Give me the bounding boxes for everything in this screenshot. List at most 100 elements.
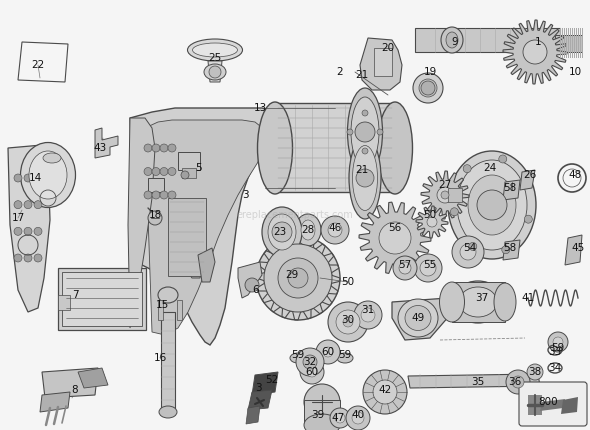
Ellipse shape xyxy=(337,353,353,363)
Polygon shape xyxy=(128,118,155,328)
Circle shape xyxy=(34,201,42,209)
Circle shape xyxy=(160,191,168,199)
Polygon shape xyxy=(304,400,340,425)
Ellipse shape xyxy=(192,43,238,57)
Circle shape xyxy=(34,174,42,182)
Circle shape xyxy=(336,310,360,334)
Circle shape xyxy=(346,406,370,430)
Circle shape xyxy=(34,254,42,262)
Ellipse shape xyxy=(448,151,536,259)
Polygon shape xyxy=(208,61,222,82)
Circle shape xyxy=(354,301,382,329)
Circle shape xyxy=(362,110,368,116)
FancyBboxPatch shape xyxy=(519,382,587,426)
Circle shape xyxy=(288,268,308,288)
Circle shape xyxy=(330,408,350,428)
Ellipse shape xyxy=(452,281,504,323)
Circle shape xyxy=(477,190,507,220)
Text: 800: 800 xyxy=(538,397,558,407)
Circle shape xyxy=(335,413,345,423)
Bar xyxy=(178,152,200,170)
Ellipse shape xyxy=(378,102,412,194)
Text: 14: 14 xyxy=(28,173,42,183)
Bar xyxy=(168,198,206,276)
Polygon shape xyxy=(8,145,50,312)
Text: 54: 54 xyxy=(463,243,477,253)
Text: 23: 23 xyxy=(273,227,287,237)
Circle shape xyxy=(307,367,317,377)
Text: 9: 9 xyxy=(452,37,458,47)
Text: 24: 24 xyxy=(483,163,497,173)
Text: 47: 47 xyxy=(332,413,345,423)
Circle shape xyxy=(356,169,374,187)
Polygon shape xyxy=(42,368,98,398)
Circle shape xyxy=(328,302,368,342)
Circle shape xyxy=(502,246,510,254)
Bar xyxy=(148,178,164,192)
Polygon shape xyxy=(555,35,582,52)
Polygon shape xyxy=(248,390,272,410)
Polygon shape xyxy=(503,240,520,260)
Text: 50: 50 xyxy=(342,277,355,287)
Text: 32: 32 xyxy=(303,357,317,367)
Text: 10: 10 xyxy=(568,67,582,77)
Text: 2: 2 xyxy=(337,67,343,77)
Circle shape xyxy=(148,211,162,225)
Circle shape xyxy=(14,174,22,182)
Ellipse shape xyxy=(257,102,293,194)
Ellipse shape xyxy=(405,305,431,331)
Circle shape xyxy=(209,66,221,78)
Ellipse shape xyxy=(468,175,516,235)
Text: 49: 49 xyxy=(411,313,425,323)
Ellipse shape xyxy=(268,214,296,250)
Circle shape xyxy=(14,227,22,235)
Circle shape xyxy=(499,155,507,163)
Text: 46: 46 xyxy=(329,223,342,233)
Circle shape xyxy=(24,201,32,209)
Polygon shape xyxy=(392,298,450,340)
Polygon shape xyxy=(564,28,565,58)
Ellipse shape xyxy=(494,283,516,321)
Circle shape xyxy=(414,254,442,282)
Circle shape xyxy=(321,216,349,244)
Circle shape xyxy=(361,308,375,322)
Circle shape xyxy=(152,144,160,152)
Polygon shape xyxy=(421,171,469,219)
Polygon shape xyxy=(576,28,577,58)
Polygon shape xyxy=(145,120,268,335)
Ellipse shape xyxy=(21,142,76,208)
Polygon shape xyxy=(520,170,535,190)
Polygon shape xyxy=(528,395,542,415)
Text: 8: 8 xyxy=(72,385,78,395)
Circle shape xyxy=(463,165,471,173)
Ellipse shape xyxy=(29,151,67,199)
Polygon shape xyxy=(570,28,571,58)
Circle shape xyxy=(450,208,458,216)
Ellipse shape xyxy=(295,214,321,246)
Bar xyxy=(62,272,142,326)
Ellipse shape xyxy=(262,207,302,257)
Polygon shape xyxy=(408,374,540,388)
Circle shape xyxy=(152,168,160,175)
Text: 41: 41 xyxy=(522,293,535,303)
Polygon shape xyxy=(568,28,569,58)
Circle shape xyxy=(168,144,176,152)
Polygon shape xyxy=(275,103,395,192)
Ellipse shape xyxy=(413,73,443,103)
Ellipse shape xyxy=(352,145,378,211)
Circle shape xyxy=(14,201,22,209)
Text: 19: 19 xyxy=(424,67,437,77)
Text: 59: 59 xyxy=(291,350,304,360)
Ellipse shape xyxy=(440,282,464,322)
Circle shape xyxy=(363,370,407,414)
Ellipse shape xyxy=(204,64,226,80)
Circle shape xyxy=(144,168,152,175)
Circle shape xyxy=(168,191,176,199)
Text: 43: 43 xyxy=(93,143,107,153)
Text: 40: 40 xyxy=(352,410,365,420)
Polygon shape xyxy=(359,202,431,274)
Text: 42: 42 xyxy=(378,385,392,395)
Circle shape xyxy=(316,340,340,364)
Text: 18: 18 xyxy=(148,210,162,220)
Polygon shape xyxy=(161,312,175,410)
